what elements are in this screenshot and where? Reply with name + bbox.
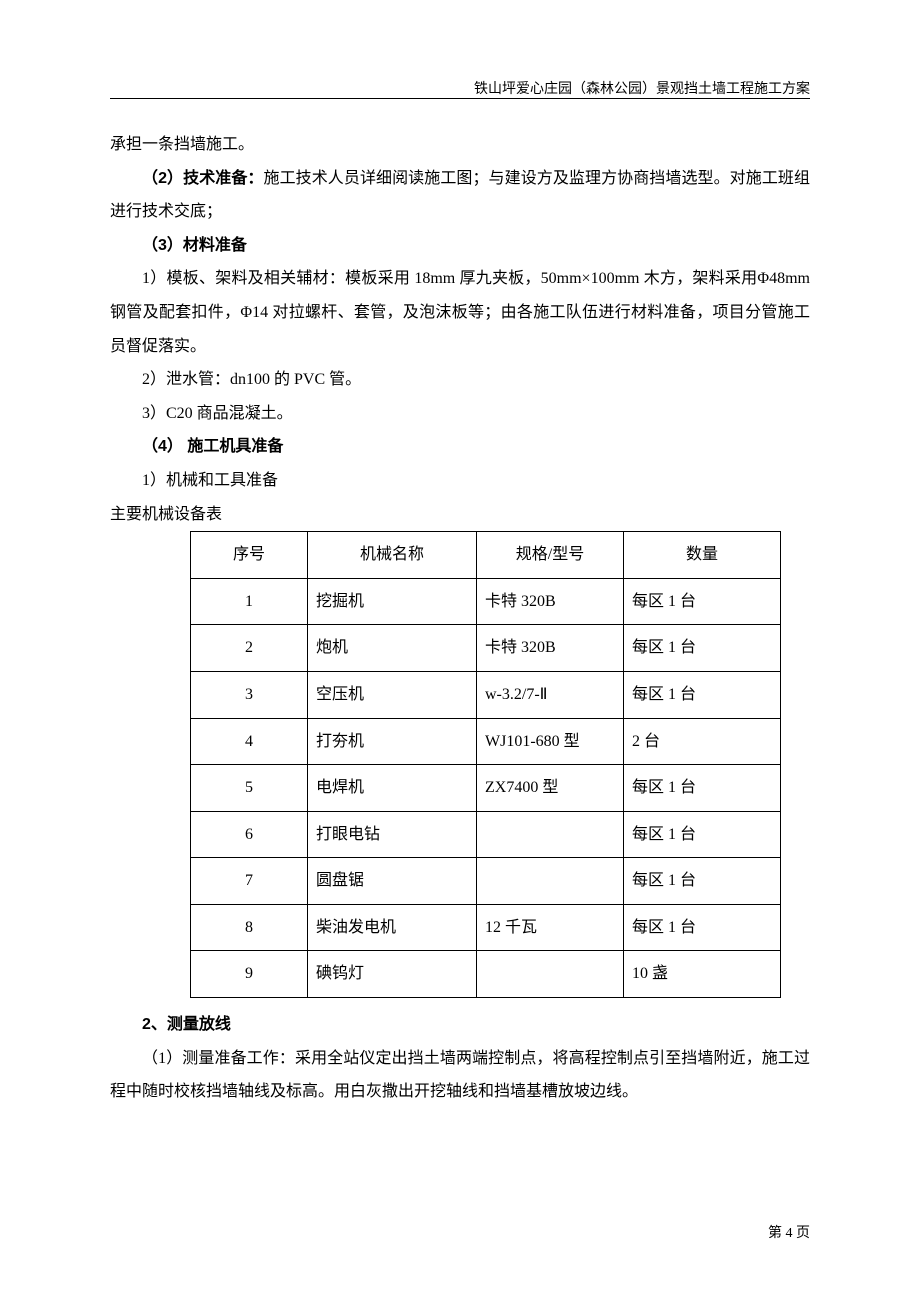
cell-qty: 每区 1 台 <box>624 578 781 625</box>
table-header-row: 序号 机械名称 规格/型号 数量 <box>191 532 781 579</box>
cell-qty: 每区 1 台 <box>624 811 781 858</box>
paragraph-8: 1）机械和工具准备 <box>110 464 810 498</box>
cell-spec: 12 千瓦 <box>477 904 624 951</box>
cell-qty: 2 台 <box>624 718 781 765</box>
table-header-spec: 规格/型号 <box>477 532 624 579</box>
cell-qty: 每区 1 台 <box>624 904 781 951</box>
cell-qty: 每区 1 台 <box>624 858 781 905</box>
cell-qty: 10 盏 <box>624 951 781 998</box>
page-footer: 第 4 页 <box>768 1222 810 1242</box>
paragraph-1: 承担一条挡墙施工。 <box>110 128 810 162</box>
table-row: 3 空压机 w-3.2/7-Ⅱ 每区 1 台 <box>191 671 781 718</box>
cell-idx: 4 <box>191 718 308 765</box>
cell-spec: WJ101-680 型 <box>477 718 624 765</box>
cell-qty: 每区 1 台 <box>624 625 781 672</box>
paragraph-2: （2）技术准备：施工技术人员详细阅读施工图；与建设方及监理方协商挡墙选型。对施工… <box>110 162 810 229</box>
cell-idx: 1 <box>191 578 308 625</box>
cell-qty: 每区 1 台 <box>624 671 781 718</box>
cell-spec: ZX7400 型 <box>477 765 624 812</box>
cell-name: 炮机 <box>308 625 477 672</box>
equipment-table: 序号 机械名称 规格/型号 数量 1 挖掘机 卡特 320B 每区 1 台 2 … <box>190 531 781 998</box>
cell-name: 圆盘锯 <box>308 858 477 905</box>
table-row: 7 圆盘锯 每区 1 台 <box>191 858 781 905</box>
table-row: 6 打眼电钻 每区 1 台 <box>191 811 781 858</box>
cell-spec: 卡特 320B <box>477 625 624 672</box>
paragraph-4: 1）模板、架料及相关辅材：模板采用 18mm 厚九夹板，50mm×100mm 木… <box>110 262 810 363</box>
header-underline <box>110 98 810 99</box>
cell-spec <box>477 811 624 858</box>
table-header-name: 机械名称 <box>308 532 477 579</box>
table-row: 9 碘钨灯 10 盏 <box>191 951 781 998</box>
table-row: 8 柴油发电机 12 千瓦 每区 1 台 <box>191 904 781 951</box>
table-header-qty: 数量 <box>624 532 781 579</box>
cell-name: 挖掘机 <box>308 578 477 625</box>
cell-name: 电焊机 <box>308 765 477 812</box>
cell-spec <box>477 951 624 998</box>
cell-idx: 7 <box>191 858 308 905</box>
cell-name: 打眼电钻 <box>308 811 477 858</box>
section-2-title: 2、测量放线 <box>110 1008 810 1042</box>
paragraph-2-label: （2）技术准备： <box>142 170 264 187</box>
table-row: 1 挖掘机 卡特 320B 每区 1 台 <box>191 578 781 625</box>
paragraph-5: 2）泄水管：dn100 的 PVC 管。 <box>110 363 810 397</box>
paragraph-6: 3）C20 商品混凝土。 <box>110 397 810 431</box>
cell-name: 空压机 <box>308 671 477 718</box>
table-caption: 主要机械设备表 <box>110 498 810 532</box>
cell-idx: 3 <box>191 671 308 718</box>
paragraph-3: （3）材料准备 <box>110 229 810 263</box>
cell-spec: 卡特 320B <box>477 578 624 625</box>
table-row: 2 炮机 卡特 320B 每区 1 台 <box>191 625 781 672</box>
page-container: 铁山坪爱心庄园（森林公园）景观挡土墙工程施工方案 承担一条挡墙施工。 （2）技术… <box>0 0 920 1302</box>
cell-name: 碘钨灯 <box>308 951 477 998</box>
cell-idx: 2 <box>191 625 308 672</box>
cell-idx: 5 <box>191 765 308 812</box>
table-header-idx: 序号 <box>191 532 308 579</box>
cell-spec: w-3.2/7-Ⅱ <box>477 671 624 718</box>
table-row: 4 打夯机 WJ101-680 型 2 台 <box>191 718 781 765</box>
cell-spec <box>477 858 624 905</box>
cell-idx: 6 <box>191 811 308 858</box>
spacer <box>110 998 810 1008</box>
cell-qty: 每区 1 台 <box>624 765 781 812</box>
cell-name: 柴油发电机 <box>308 904 477 951</box>
page-header-title: 铁山坪爱心庄园（森林公园）景观挡土墙工程施工方案 <box>474 78 810 98</box>
cell-name: 打夯机 <box>308 718 477 765</box>
table-body: 1 挖掘机 卡特 320B 每区 1 台 2 炮机 卡特 320B 每区 1 台… <box>191 578 781 997</box>
cell-idx: 8 <box>191 904 308 951</box>
paragraph-7: （4） 施工机具准备 <box>110 430 810 464</box>
cell-idx: 9 <box>191 951 308 998</box>
page-content: 承担一条挡墙施工。 （2）技术准备：施工技术人员详细阅读施工图；与建设方及监理方… <box>110 128 810 1109</box>
table-row: 5 电焊机 ZX7400 型 每区 1 台 <box>191 765 781 812</box>
paragraph-9: （1）测量准备工作：采用全站仪定出挡土墙两端控制点，将高程控制点引至挡墙附近，施… <box>110 1042 810 1109</box>
